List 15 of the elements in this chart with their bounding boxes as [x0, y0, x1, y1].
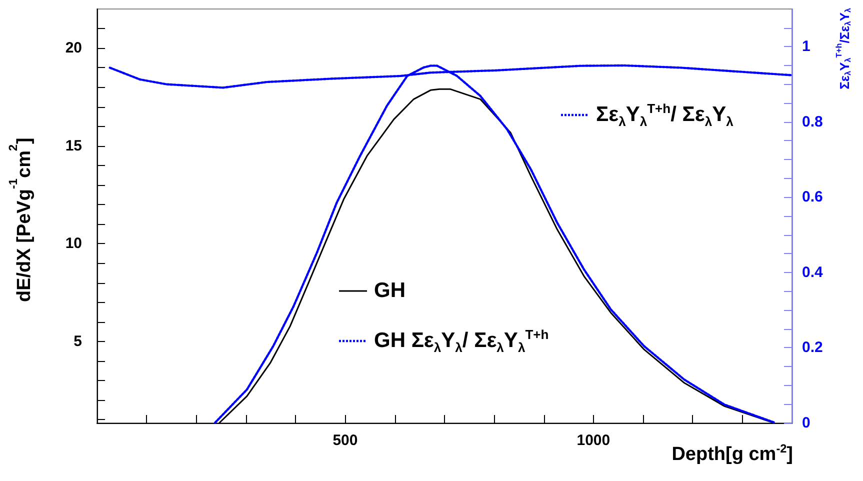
legend-label: GH	[374, 278, 406, 304]
x-tick-label: 500	[332, 432, 358, 449]
y2-tick-label: 0.2	[802, 339, 823, 356]
y-tick-label: 20	[65, 40, 82, 57]
x-tick-label: 1000	[576, 432, 610, 449]
y2-tick-label: 0.8	[802, 113, 823, 130]
y-tick-label: 10	[65, 235, 82, 252]
x-axis-title: Depth[g cm$^{-2}$]	[672, 442, 793, 466]
y2-tick-label: 0.4	[802, 264, 824, 281]
y-tick-label: 15	[65, 137, 82, 154]
y2-tick-label: 0.6	[802, 188, 823, 206]
text: Σε$_{λ}$Y$_{λ}$$^{T+h}$/ Σε$_{λ}$Y$_{λ}$	[596, 101, 734, 130]
y2-tick-label: 0	[802, 414, 810, 432]
y2-tick-label: 1	[802, 38, 810, 56]
y-tick-label: 5	[74, 332, 82, 350]
